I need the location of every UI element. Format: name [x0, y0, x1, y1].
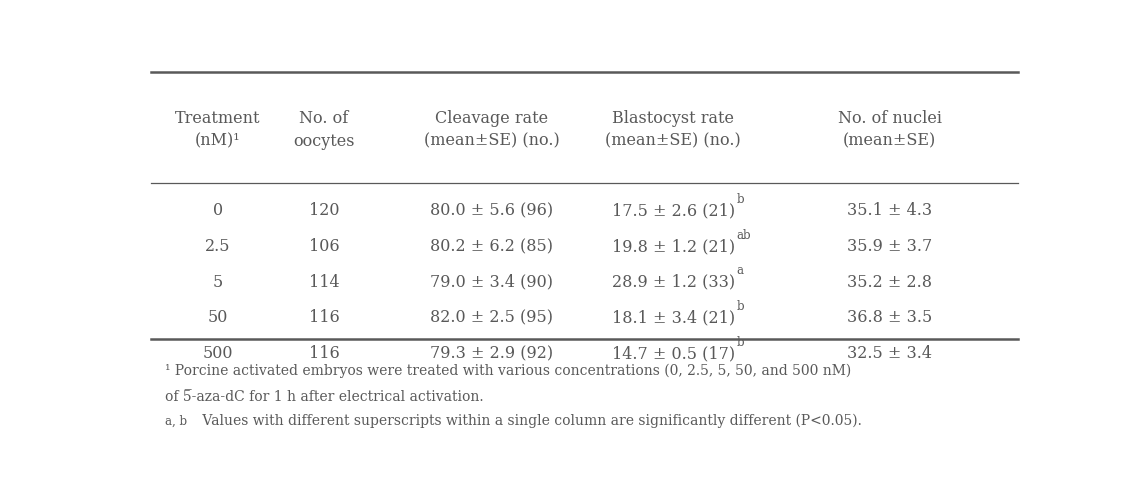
Text: 80.0 ± 5.6 (96): 80.0 ± 5.6 (96) — [430, 202, 553, 219]
Text: 0: 0 — [212, 202, 222, 219]
Text: No. of
oocytes: No. of oocytes — [293, 110, 355, 149]
Text: 79.0 ± 3.4 (90): 79.0 ± 3.4 (90) — [430, 274, 553, 291]
Text: ¹ Porcine activated embryos were treated with various concentrations (0, 2.5, 5,: ¹ Porcine activated embryos were treated… — [164, 363, 851, 378]
Text: 120: 120 — [309, 202, 339, 219]
Text: 35.9 ± 3.7: 35.9 ± 3.7 — [848, 238, 932, 255]
Text: a: a — [737, 264, 744, 277]
Text: of 5̅-aza-dC for 1 h after electrical activation.: of 5̅-aza-dC for 1 h after electrical ac… — [164, 390, 484, 404]
Text: b: b — [737, 300, 744, 313]
Text: 17.5 ± 2.6 (21): 17.5 ± 2.6 (21) — [612, 202, 735, 219]
Text: 82.0 ± 2.5 (95): 82.0 ± 2.5 (95) — [430, 309, 553, 326]
Text: 28.9 ± 1.2 (33): 28.9 ± 1.2 (33) — [612, 274, 735, 291]
Text: No. of nuclei
(mean±SE): No. of nuclei (mean±SE) — [837, 110, 941, 149]
Text: 80.2 ± 6.2 (85): 80.2 ± 6.2 (85) — [430, 238, 553, 255]
Text: b: b — [737, 193, 744, 206]
Text: a, b: a, b — [164, 415, 187, 427]
Text: Cleavage rate
(mean±SE) (no.): Cleavage rate (mean±SE) (no.) — [424, 110, 560, 149]
Text: 500: 500 — [203, 345, 233, 362]
Text: b: b — [737, 336, 744, 349]
Text: 50: 50 — [208, 309, 228, 326]
Text: Treatment
(nM)¹: Treatment (nM)¹ — [175, 110, 260, 149]
Text: 14.7 ± 0.5 (17): 14.7 ± 0.5 (17) — [612, 345, 735, 362]
Text: 114: 114 — [308, 274, 339, 291]
Text: Blastocyst rate
(mean±SE) (no.): Blastocyst rate (mean±SE) (no.) — [606, 110, 741, 149]
Text: 36.8 ± 3.5: 36.8 ± 3.5 — [848, 309, 932, 326]
Text: 35.2 ± 2.8: 35.2 ± 2.8 — [848, 274, 932, 291]
Text: 79.3 ± 2.9 (92): 79.3 ± 2.9 (92) — [430, 345, 553, 362]
Text: 116: 116 — [308, 345, 339, 362]
Text: 5: 5 — [212, 274, 222, 291]
Text: 116: 116 — [308, 309, 339, 326]
Text: 18.1 ± 3.4 (21): 18.1 ± 3.4 (21) — [612, 309, 735, 326]
Text: 106: 106 — [308, 238, 339, 255]
Text: ab: ab — [737, 229, 752, 242]
Text: 2.5: 2.5 — [205, 238, 230, 255]
Text: 35.1 ± 4.3: 35.1 ± 4.3 — [848, 202, 932, 219]
Text: 32.5 ± 3.4: 32.5 ± 3.4 — [848, 345, 932, 362]
Text: Values with different superscripts within a single column are significantly diff: Values with different superscripts withi… — [199, 414, 863, 428]
Text: 19.8 ± 1.2 (21): 19.8 ± 1.2 (21) — [612, 238, 735, 255]
